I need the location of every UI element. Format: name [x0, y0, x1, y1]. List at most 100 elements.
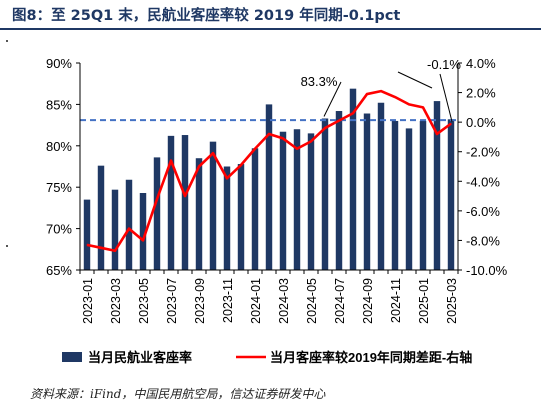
right-tick-label: 0.0% [466, 115, 496, 130]
left-tick-label: 80% [46, 139, 72, 154]
bar [293, 129, 301, 270]
right-tick-label: -4.0% [466, 174, 500, 189]
line-point [170, 160, 172, 162]
legend-label: 当月客座率较2019年同期差距-右轴 [270, 350, 472, 365]
bar [167, 135, 175, 270]
line-point [338, 120, 340, 122]
right-tick-label: -6.0% [466, 204, 500, 219]
right-tick-label: 2.0% [466, 86, 496, 101]
bar [391, 120, 399, 271]
right-axis-ticks: 4.0% 2.0% 0.0% -2.0% -4.0% -6.0% -8.0% -10.0% [458, 56, 508, 278]
bar [237, 164, 245, 270]
right-tick-label: -8.0% [466, 233, 500, 248]
legend-swatch-bar [62, 352, 82, 362]
right-tick-label: -10.0% [466, 263, 508, 278]
line-point [352, 112, 354, 114]
bar [335, 111, 343, 271]
line-point [380, 90, 382, 92]
x-tick-label: 2025-03 [445, 278, 459, 324]
legend: 当月民航业客座率 当月客座率较2019年同期差距-右轴 [62, 350, 472, 365]
bar [223, 166, 231, 270]
bar [195, 158, 203, 270]
bar [139, 193, 147, 270]
margin-mark [6, 40, 8, 42]
left-tick-label: 90% [46, 56, 72, 71]
left-tick-label: 75% [46, 180, 72, 195]
line-series [86, 89, 452, 253]
legend-label: 当月民航业客座率 [88, 350, 192, 365]
x-tick-label: 2024-11 [389, 278, 403, 323]
bar [83, 199, 91, 270]
bar [97, 165, 105, 270]
line-point [324, 127, 326, 129]
annotation-label: -0.1% [427, 57, 461, 72]
annotation-leader [439, 73, 453, 122]
margin-mark [6, 245, 8, 247]
left-tick-label: 85% [46, 97, 72, 112]
bar [349, 88, 357, 270]
line-point [114, 250, 116, 252]
line-point [268, 133, 270, 135]
annotation-leader [397, 71, 433, 89]
left-tick-label: 65% [46, 263, 72, 278]
annotation-leader [323, 81, 342, 117]
line-point [450, 123, 452, 125]
line-point [86, 244, 88, 246]
x-tick-label: 2024-01 [249, 278, 263, 324]
line-point [212, 152, 214, 154]
source-note: 资料来源：iFind，中国民用航空局，信达证券研发中心 [30, 387, 326, 401]
x-tick-label: 2023-07 [165, 278, 179, 324]
bar [265, 104, 273, 271]
bar [433, 101, 441, 270]
x-axis-labels: 2023-01 2023-03 2023-05 2023-07 2023-09 2023-… [81, 278, 459, 324]
bar [181, 135, 189, 270]
x-tick-label: 2023-03 [109, 278, 123, 324]
line-point [436, 133, 438, 135]
x-tick-label: 2023-09 [193, 278, 207, 324]
bar [111, 189, 119, 270]
x-tick-label: 2024-05 [305, 278, 319, 324]
line-point [366, 93, 368, 95]
x-tick-label: 2023-11 [221, 278, 235, 323]
bar [251, 148, 259, 270]
line-point [226, 177, 228, 179]
x-tick-label: 2024-07 [333, 278, 347, 324]
x-tick-label: 2025-01 [417, 278, 431, 324]
line-point [142, 239, 144, 241]
bar-series [83, 88, 455, 271]
bar [419, 120, 427, 271]
bar [405, 128, 413, 270]
bar [153, 157, 161, 270]
line-point [156, 198, 158, 200]
line-point [198, 166, 200, 167]
line-point [408, 103, 410, 105]
right-tick-label: -2.0% [466, 145, 500, 160]
line-point [254, 148, 256, 150]
line-point [310, 140, 312, 142]
x-tick-label: 2024-03 [277, 278, 291, 324]
annotation-label: 83.3% [301, 74, 338, 89]
left-tick-label: 70% [46, 222, 72, 237]
bar [321, 118, 329, 270]
line-point [394, 96, 396, 98]
right-tick-label: 4.0% [466, 56, 496, 71]
bar [307, 133, 315, 270]
axes [79, 63, 459, 274]
bar [279, 131, 287, 270]
chart-title: 图8：至 25Q1 末，民航业客座率较 2019 年同期-0.1pct [12, 8, 401, 24]
x-tick-label: 2024-09 [361, 278, 375, 324]
line-point [422, 106, 424, 108]
annotations: 83.3% -0.1% [301, 57, 461, 122]
bar [377, 102, 385, 271]
line-point [100, 247, 102, 249]
bar [447, 119, 455, 270]
line-point [184, 195, 186, 197]
bar [209, 141, 217, 270]
bar [125, 179, 133, 270]
line-point [128, 228, 130, 230]
x-tick-label: 2023-01 [81, 278, 95, 324]
x-tick-label: 2023-05 [137, 278, 151, 324]
line-point [282, 137, 284, 139]
left-axis-ticks: 65% 70% 75% 80% 85% 90% [46, 56, 80, 278]
